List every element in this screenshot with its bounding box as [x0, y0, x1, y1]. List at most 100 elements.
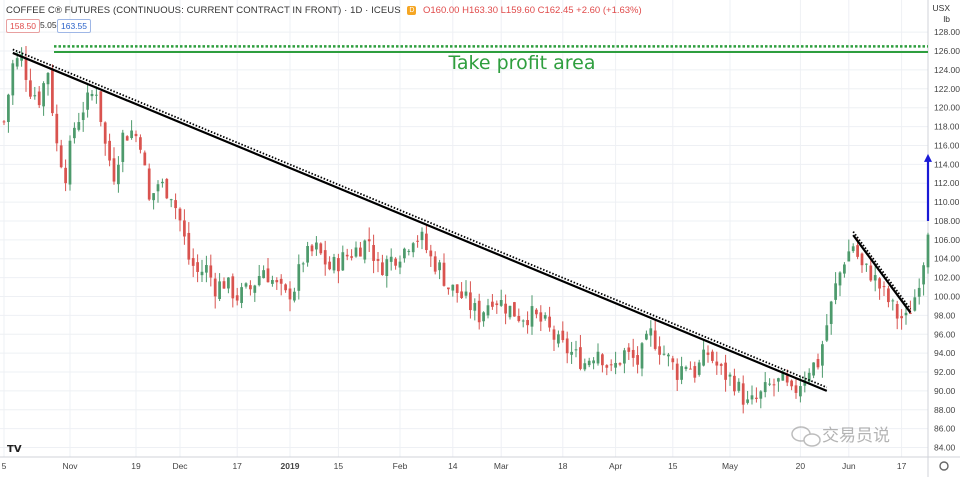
- candle-down: [183, 220, 186, 237]
- candle-down: [460, 291, 463, 298]
- candle-down: [887, 288, 890, 303]
- candle-up: [205, 265, 208, 273]
- y-tick-label: 110.00: [934, 197, 960, 207]
- candle-down: [59, 145, 63, 168]
- candle-down: [794, 385, 798, 393]
- candle-down: [442, 262, 446, 286]
- x-tick-label: 17: [897, 461, 907, 471]
- y-tick-label: 90.00: [934, 386, 956, 396]
- symbol-title[interactable]: COFFEE C® FUTURES (CONTINUOUS: CURRENT C…: [6, 5, 401, 16]
- candle-down: [425, 233, 428, 251]
- candle-up: [15, 58, 19, 67]
- candle-up: [473, 303, 477, 311]
- candle-up: [306, 246, 309, 263]
- candle-down: [147, 168, 151, 200]
- data-badge: D: [407, 5, 417, 15]
- candle-down: [675, 363, 679, 380]
- candle-up: [354, 247, 358, 257]
- candle-down: [288, 288, 292, 300]
- candle-down: [178, 208, 182, 221]
- x-tick-label: Apr: [609, 461, 622, 471]
- candle-up: [583, 363, 587, 370]
- candle-up: [464, 291, 468, 296]
- candle-up: [161, 181, 164, 184]
- candle-up: [926, 234, 930, 268]
- candle-down: [55, 113, 59, 144]
- main-trendline-solid: [12, 51, 828, 392]
- candle-up: [385, 259, 389, 276]
- candle-up: [301, 263, 305, 265]
- tradingview-logo: TV: [7, 444, 22, 455]
- ask-price-box[interactable]: 163.55: [57, 19, 91, 33]
- candle-down: [222, 281, 226, 289]
- candle-up: [42, 83, 45, 107]
- candle-down: [235, 295, 239, 301]
- candle-up: [438, 262, 441, 271]
- candle-up: [521, 320, 525, 322]
- candle-down: [689, 368, 692, 370]
- candle-up: [121, 132, 125, 162]
- candle-down: [381, 262, 384, 276]
- y-tick-label: 100.00: [934, 292, 960, 302]
- candle-down: [143, 152, 147, 166]
- candle-down: [856, 245, 859, 257]
- candle-down: [350, 256, 353, 258]
- candle-down: [24, 57, 28, 80]
- candle-down: [715, 361, 719, 366]
- candle-up: [218, 281, 221, 299]
- candle-down: [187, 232, 191, 260]
- candle-up: [829, 301, 833, 324]
- candle-down: [108, 140, 111, 161]
- candle-down: [561, 330, 565, 341]
- candle-up: [508, 305, 512, 318]
- y-tick-label: 102.00: [934, 273, 960, 283]
- watermark-text: 交易员说: [822, 426, 890, 446]
- candle-down: [636, 355, 639, 365]
- candle-up: [750, 395, 754, 400]
- candle-down: [693, 366, 697, 378]
- y-tick-label: 120.00: [934, 103, 960, 113]
- x-tick-label: 15: [668, 461, 678, 471]
- candle-up: [891, 300, 895, 302]
- candle-up: [847, 251, 851, 262]
- candle-down: [429, 250, 433, 257]
- candle-up: [200, 271, 204, 276]
- candle-up: [451, 284, 455, 291]
- y-tick-label: 106.00: [934, 235, 960, 245]
- candle-down: [579, 347, 582, 369]
- candle-down: [275, 280, 279, 283]
- candle-up: [11, 63, 15, 96]
- candle-down: [310, 245, 314, 252]
- y-tick-label: 94.00: [934, 348, 956, 358]
- candle-down: [535, 309, 538, 315]
- candle-up: [865, 263, 868, 265]
- candle-up: [46, 73, 50, 85]
- candle-up: [499, 300, 503, 306]
- candle-up: [799, 386, 802, 397]
- bid-price-box[interactable]: 158.50: [6, 19, 40, 33]
- candle-up: [746, 399, 749, 403]
- candle-up: [95, 94, 98, 96]
- candle-down: [517, 316, 521, 322]
- candle-down: [139, 137, 142, 150]
- candle-down: [816, 358, 820, 368]
- candle-up: [838, 272, 842, 286]
- candle-down: [284, 284, 287, 291]
- candle-down: [433, 256, 437, 272]
- candle-up: [7, 94, 10, 123]
- candle-down: [539, 312, 543, 322]
- x-tick-label: 2019: [281, 461, 300, 471]
- candle-down: [477, 300, 481, 323]
- candle-up: [821, 344, 824, 366]
- y-tick-label: 86.00: [934, 424, 956, 434]
- y-tick-label: 108.00: [934, 216, 960, 226]
- y-tick-label: 126.00: [934, 46, 960, 56]
- candle-up: [530, 306, 534, 327]
- settings-gear-icon: [939, 461, 949, 471]
- candle-up: [407, 250, 411, 252]
- candle-up: [763, 382, 767, 393]
- currency-label: USX: [932, 3, 950, 13]
- candle-up: [623, 350, 626, 364]
